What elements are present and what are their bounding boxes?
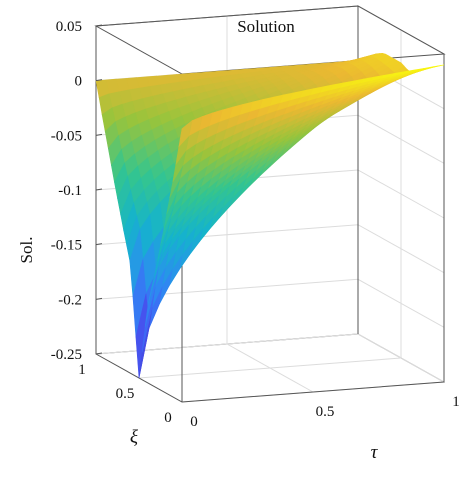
z-axis-label: Sol. xyxy=(17,237,36,264)
x-tick-label: 0.5 xyxy=(316,404,335,420)
z-tick-mark xyxy=(95,352,103,355)
z-tick-mark xyxy=(95,297,103,300)
z-tick-label: -0.05 xyxy=(51,128,82,144)
z-tick-label: 0.05 xyxy=(56,19,82,35)
z-tick-mark xyxy=(95,243,103,246)
z-tick-mark xyxy=(95,24,103,27)
y-tick-label: 0.5 xyxy=(116,386,135,402)
z-tick-label: -0.2 xyxy=(58,292,82,308)
z-tick-label: -0.15 xyxy=(51,238,82,254)
y-axis-label: ξ xyxy=(130,427,139,448)
x-tick-label: 1 xyxy=(452,394,460,410)
z-tick-mark xyxy=(95,133,103,136)
z-tick-label: 0 xyxy=(75,74,83,90)
surface-patch xyxy=(420,66,434,70)
x-axis-label: τ xyxy=(371,442,379,463)
z-tick-label: -0.25 xyxy=(51,347,82,363)
x-tick-label: 0 xyxy=(190,414,198,430)
axis-ticks: -0.25 -0.2 -0.15 -0.1 -0.05 0 0.05 0 0.5 1 0 0.5 1 xyxy=(51,19,460,430)
y-tick-label: 0 xyxy=(164,410,172,426)
z-tick-label: -0.1 xyxy=(58,183,82,199)
surface-patch xyxy=(178,119,193,148)
z-tick-mark xyxy=(95,79,103,82)
z-tick-mark xyxy=(95,188,103,191)
solution-surface xyxy=(95,52,445,379)
y-tick-label: 1 xyxy=(78,362,86,378)
floor-grid-xi-1 xyxy=(138,357,402,379)
chart-title: Solution xyxy=(237,17,295,36)
box-floor-front xyxy=(95,353,445,403)
grid-line-z-0 xyxy=(95,333,445,383)
